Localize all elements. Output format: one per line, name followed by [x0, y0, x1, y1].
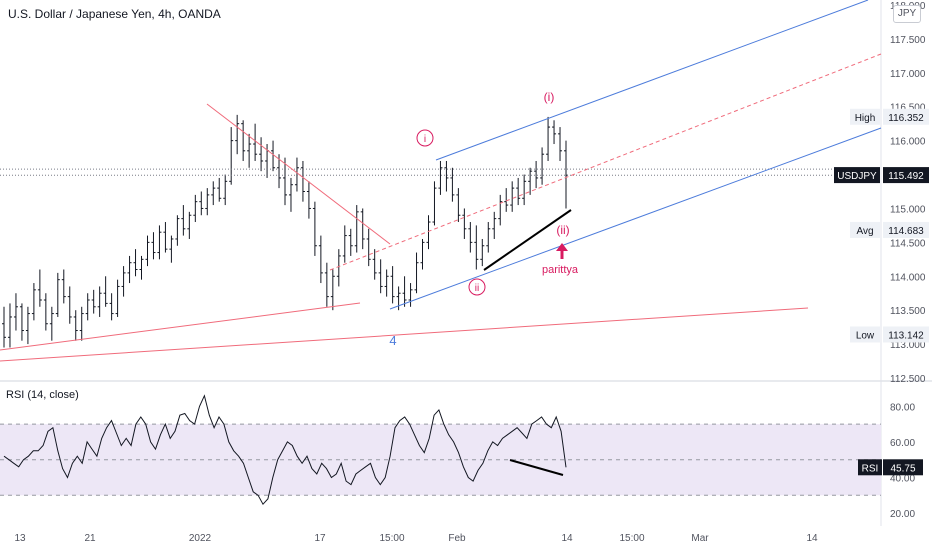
time-tick-label-5: Feb	[448, 533, 466, 544]
price-tag-value-bg-2	[883, 221, 929, 238]
rsi-title: RSI (14, close)	[6, 389, 79, 401]
price-tag-value-0: 116.352	[888, 113, 924, 124]
price-tick-label-4: 114.500	[890, 238, 926, 249]
price-tag-value-bg-3	[883, 326, 929, 343]
time-tick-label-1: 21	[84, 533, 96, 544]
currency-button[interactable]: JPY	[893, 5, 921, 23]
price-tick-label-3: 114.000	[890, 272, 926, 283]
wave-label-ii-paren: (ii)	[556, 223, 569, 237]
price-tag-name-bg-2	[850, 221, 880, 238]
channel-median-line	[329, 53, 882, 271]
time-tick-label-8: Mar	[691, 533, 709, 544]
price-tag-value-bg-0	[883, 108, 929, 125]
price-tag-value-3: 113.142	[888, 330, 924, 341]
wave-circle-ii	[468, 278, 486, 296]
rsi-divergence-line	[509, 459, 564, 476]
trendline-descending	[206, 103, 391, 245]
price-tick-label-9: 117.000	[890, 69, 926, 80]
time-tick-label-2: 2022	[189, 533, 212, 544]
time-tick-label-6: 14	[561, 533, 573, 544]
price-tag-name-0: High	[855, 113, 876, 124]
time-tick-label-3: 17	[314, 533, 326, 544]
time-tick-label-4: 15:00	[379, 533, 404, 544]
rsi-tag-value: 45.75	[890, 463, 915, 474]
rsi-tag-name-bg	[858, 459, 882, 476]
price-tag-name-bg-1	[834, 167, 880, 184]
arrow-label: parittya	[542, 264, 579, 276]
price-tick-label-1: 113.000	[890, 340, 926, 351]
price-tick-label-2: 113.500	[890, 306, 926, 317]
rsi-tick-label-2: 60.00	[890, 438, 915, 449]
wave-label-i-paren: (i)	[544, 90, 555, 104]
price-tick-label-0: 112.500	[890, 374, 926, 385]
rsi-tick-label-0: 20.00	[890, 509, 915, 520]
rsi-line	[3, 394, 567, 506]
time-tick-label-7: 15:00	[619, 533, 644, 544]
price-tick-label-5: 115.000	[890, 204, 926, 215]
price-tag-name-bg-0	[850, 108, 880, 125]
rsi-tick-label-1: 40.00	[890, 474, 915, 485]
trendline-support-long	[0, 307, 809, 362]
rsi-tag-value-bg	[883, 459, 923, 476]
wave-label-ii: ii	[475, 283, 479, 294]
arrow-head	[556, 243, 568, 251]
wave-label-4: 4	[389, 333, 396, 348]
price-tag-name-2: Avg	[856, 226, 873, 237]
price-tag-value-1: 115.492	[888, 171, 924, 182]
time-tick-label-0: 13	[14, 533, 26, 544]
wave-circle-i	[416, 129, 434, 147]
wave-label-i: i	[424, 134, 426, 145]
price-tick-label-8: 116.500	[890, 103, 926, 114]
rsi-tick-label-3: 80.00	[890, 402, 915, 413]
channel-lower-line	[389, 127, 882, 310]
price-divergence-line	[483, 209, 572, 271]
channel-upper-line	[435, 0, 869, 161]
trendline-support-left	[0, 302, 361, 351]
price-tick-label-10: 117.500	[890, 35, 926, 46]
price-tag-name-bg-3	[850, 326, 880, 343]
chart-title: U.S. Dollar / Japanese Yen, 4h, OANDA	[8, 7, 221, 21]
rsi-tag-name: RSI	[862, 463, 879, 474]
price-tag-name-1: USDJPY	[837, 171, 877, 182]
price-tag-name-3: Low	[856, 330, 875, 341]
price-tag-value-bg-1	[883, 167, 929, 184]
price-tick-label-7: 116.000	[890, 137, 926, 148]
price-tag-value-2: 114.683	[888, 226, 924, 237]
time-tick-label-9: 14	[806, 533, 818, 544]
